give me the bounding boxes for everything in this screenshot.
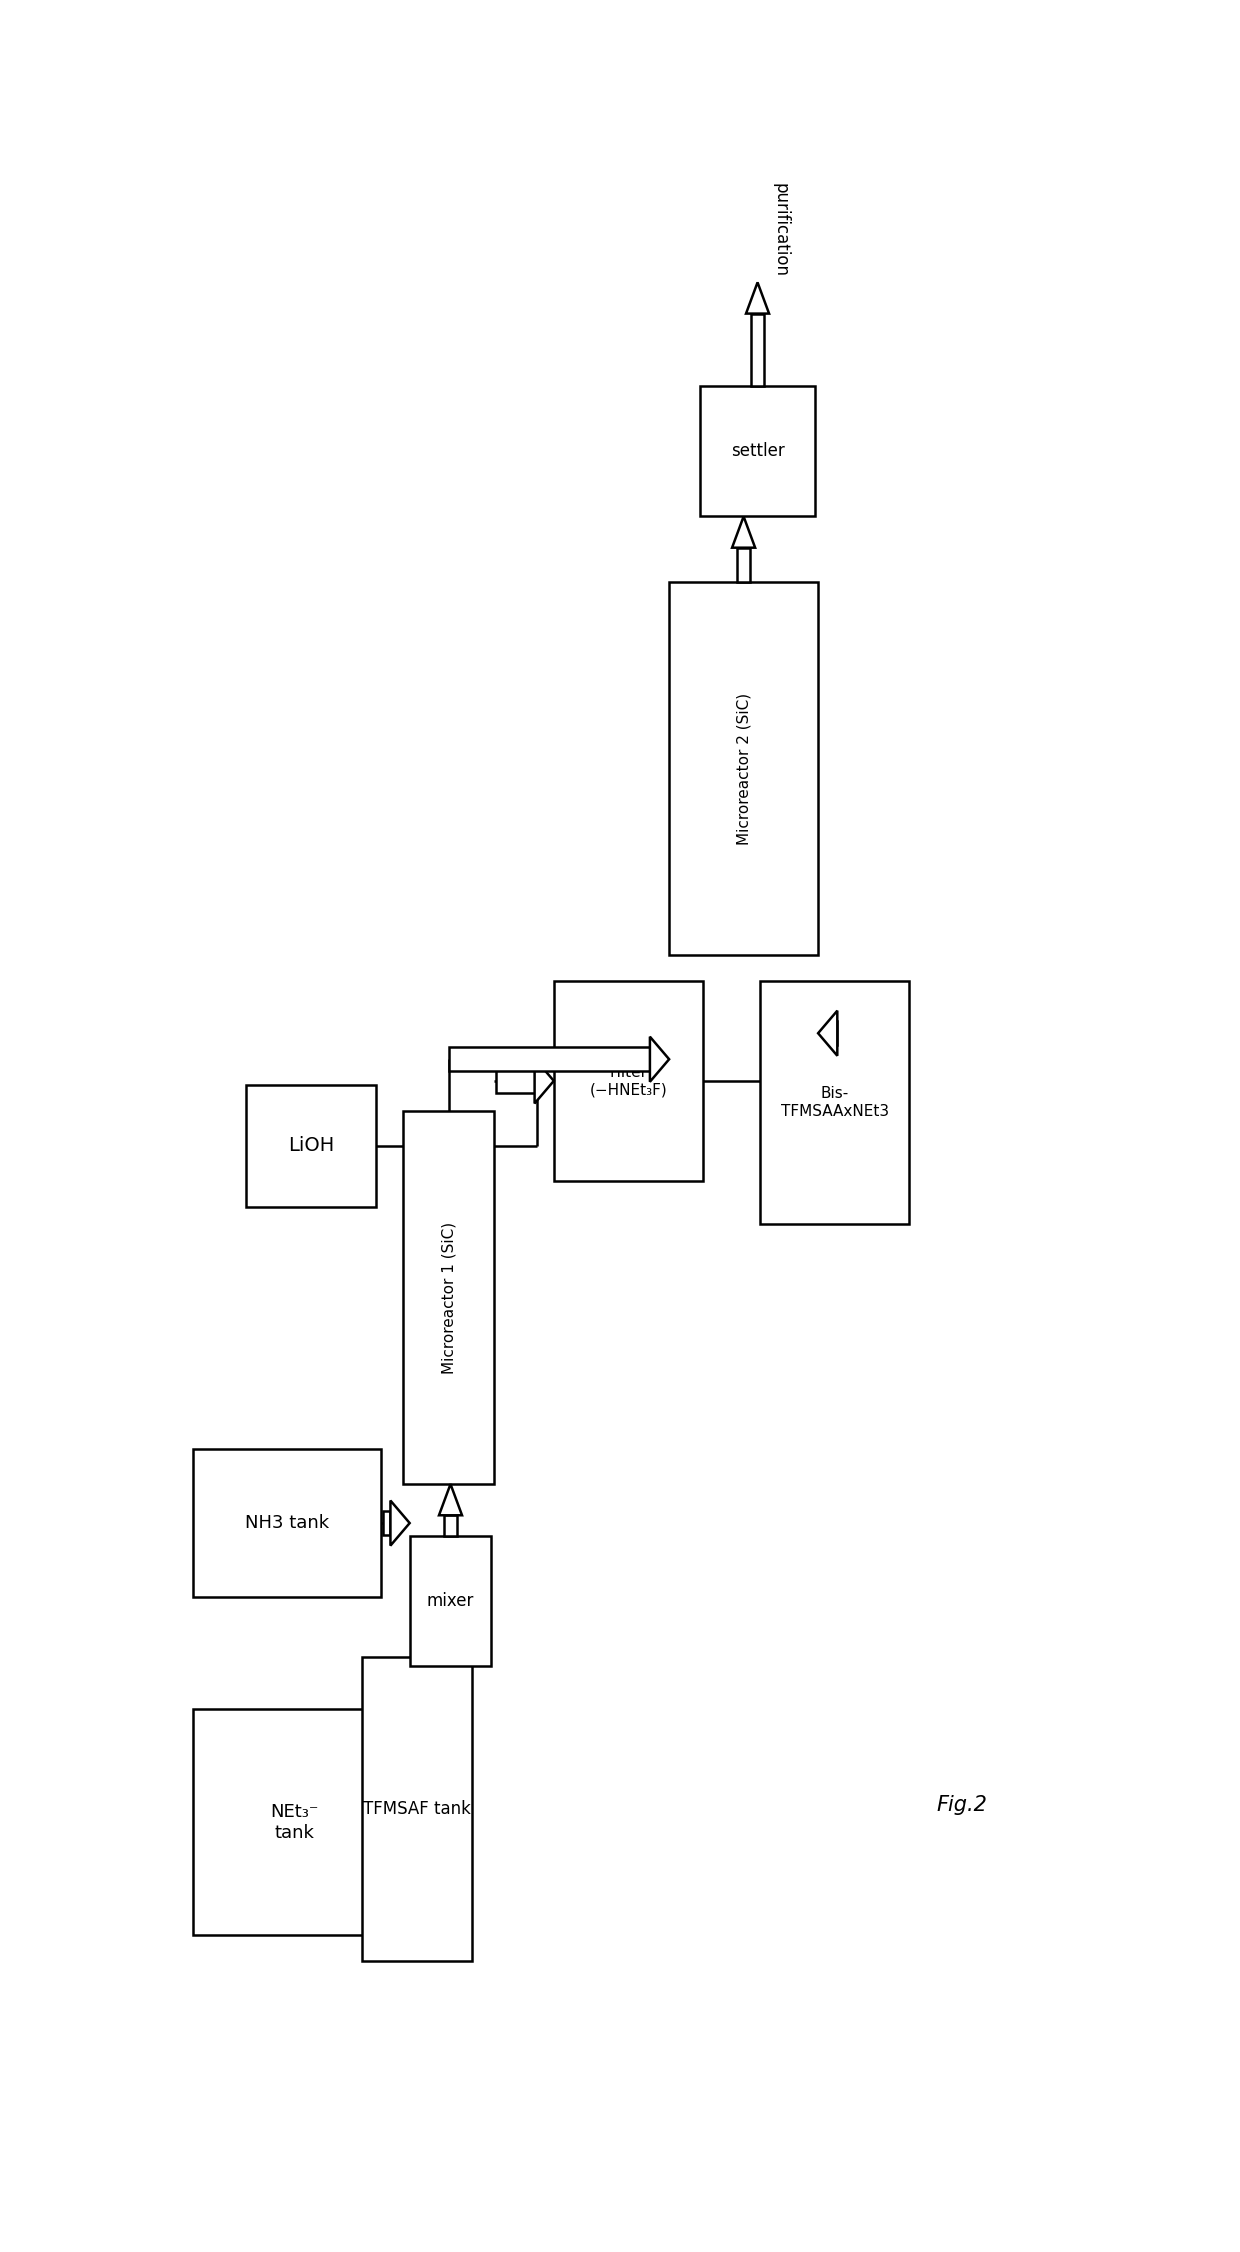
Bar	[383, 1511, 391, 1536]
Polygon shape	[732, 516, 755, 547]
Text: Bis-
TFMSAAxNEt3: Bis- TFMSAAxNEt3	[781, 1085, 889, 1119]
Bar	[699, 387, 815, 516]
Bar	[751, 313, 764, 387]
Bar	[193, 1450, 381, 1597]
Text: Filter
(−HNEt₃F): Filter (−HNEt₃F)	[589, 1065, 667, 1097]
Bar	[554, 982, 703, 1180]
Bar	[449, 1047, 650, 1072]
Polygon shape	[534, 1058, 554, 1103]
Bar	[496, 1070, 534, 1092]
Bar	[403, 1110, 495, 1484]
Polygon shape	[439, 1484, 463, 1516]
Text: TFMSAF tank: TFMSAF tank	[363, 1799, 471, 1817]
Text: Microreactor 1 (SiC): Microreactor 1 (SiC)	[441, 1221, 456, 1374]
Text: NEt₃⁻
tank: NEt₃⁻ tank	[270, 1804, 319, 1842]
Text: Fig.2: Fig.2	[936, 1795, 988, 1815]
Text: LiOH: LiOH	[288, 1137, 335, 1155]
Bar	[193, 1709, 396, 1934]
Bar	[444, 1516, 458, 1536]
Text: Microreactor 2 (SiC): Microreactor 2 (SiC)	[737, 694, 751, 844]
Bar	[737, 547, 750, 583]
Text: settler: settler	[730, 441, 785, 459]
Polygon shape	[818, 1011, 837, 1056]
Text: purification: purification	[773, 182, 790, 277]
Polygon shape	[650, 1036, 670, 1081]
Polygon shape	[746, 282, 769, 313]
Bar	[409, 1536, 491, 1666]
Bar	[247, 1085, 376, 1207]
Text: NH3 tank: NH3 tank	[246, 1513, 329, 1531]
Bar	[670, 583, 818, 955]
Bar	[362, 1657, 472, 1961]
Polygon shape	[391, 1500, 409, 1545]
Bar	[835, 1020, 837, 1045]
Text: mixer: mixer	[427, 1592, 474, 1610]
Bar	[760, 982, 909, 1225]
